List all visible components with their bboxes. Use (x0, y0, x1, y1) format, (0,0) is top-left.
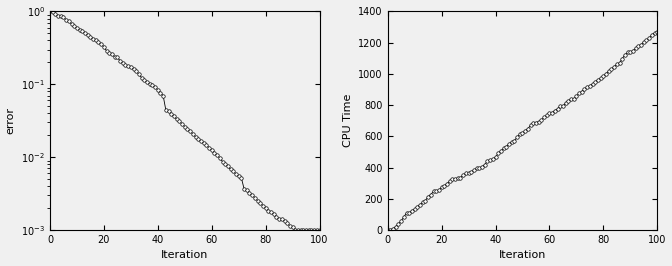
X-axis label: Iteration: Iteration (161, 251, 208, 260)
Y-axis label: CPU Time: CPU Time (343, 94, 353, 147)
Y-axis label: error: error (5, 107, 15, 134)
X-axis label: Iteration: Iteration (499, 251, 546, 260)
